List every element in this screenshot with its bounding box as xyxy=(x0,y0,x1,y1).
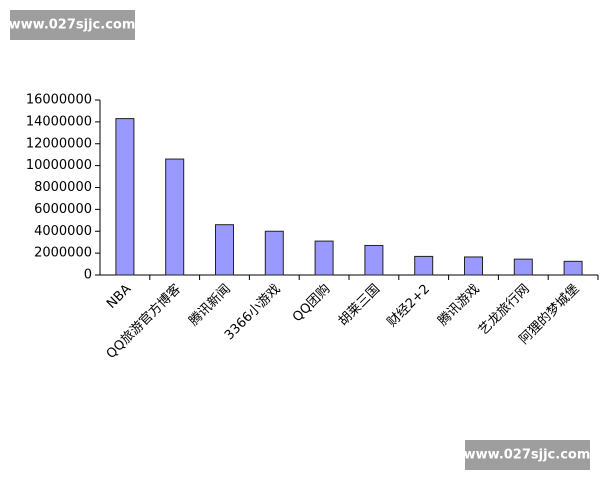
watermark: www.027sjjc.com xyxy=(9,18,136,33)
bar xyxy=(364,244,384,276)
bar xyxy=(215,224,234,276)
y-tick-label: 0 xyxy=(84,268,92,283)
bar xyxy=(165,158,185,276)
watermark-box xyxy=(465,440,590,470)
y-tick-label: 6000000 xyxy=(34,202,92,217)
bar xyxy=(513,258,533,276)
y-tick-label: 8000000 xyxy=(34,180,92,195)
bar xyxy=(414,255,434,276)
bar xyxy=(464,256,483,276)
bar xyxy=(115,118,135,276)
watermark: www.027sjjc.com xyxy=(464,448,591,463)
y-tick-label: 16000000 xyxy=(26,93,92,108)
y-tick-label: 12000000 xyxy=(26,136,92,151)
y-tick-label: 14000000 xyxy=(26,114,92,129)
bar xyxy=(314,240,334,276)
watermark-box xyxy=(10,10,135,40)
bar xyxy=(563,260,583,276)
y-tick-label: 4000000 xyxy=(34,224,92,239)
y-tick-label: 2000000 xyxy=(34,246,92,261)
bar xyxy=(264,230,284,276)
y-tick-label: 10000000 xyxy=(26,158,92,173)
